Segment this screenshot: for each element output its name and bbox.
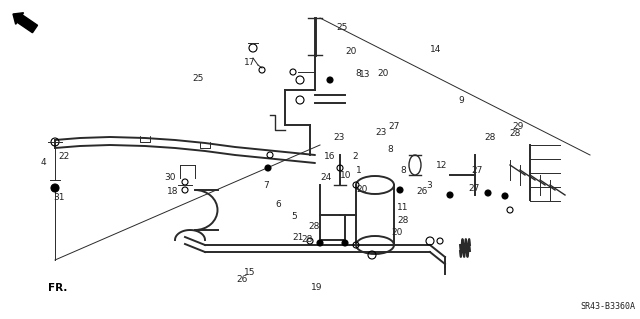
Text: FR.: FR. bbox=[48, 283, 67, 293]
Text: 28: 28 bbox=[308, 222, 319, 231]
Text: 26: 26 bbox=[417, 187, 428, 196]
Circle shape bbox=[265, 165, 271, 171]
Text: 24: 24 bbox=[321, 173, 332, 182]
Text: 9: 9 bbox=[458, 96, 463, 105]
Circle shape bbox=[502, 193, 508, 199]
Circle shape bbox=[327, 77, 333, 83]
Text: 16: 16 bbox=[324, 152, 335, 161]
Text: 20: 20 bbox=[391, 228, 403, 237]
Text: 23: 23 bbox=[333, 133, 345, 142]
Text: 23: 23 bbox=[375, 128, 387, 137]
Text: 2: 2 bbox=[353, 152, 358, 161]
Text: 28: 28 bbox=[484, 133, 495, 142]
Text: 15: 15 bbox=[244, 268, 255, 277]
Text: 20: 20 bbox=[345, 47, 356, 56]
Text: 22: 22 bbox=[58, 152, 70, 161]
Circle shape bbox=[342, 240, 348, 246]
Circle shape bbox=[447, 192, 453, 198]
Text: 14: 14 bbox=[429, 45, 441, 54]
Text: 20: 20 bbox=[356, 185, 367, 194]
Text: 28: 28 bbox=[397, 216, 409, 225]
Text: 4: 4 bbox=[41, 158, 46, 167]
Text: 18: 18 bbox=[167, 187, 179, 196]
Circle shape bbox=[485, 190, 491, 196]
Text: 7: 7 bbox=[263, 181, 268, 189]
Circle shape bbox=[397, 187, 403, 193]
FancyArrow shape bbox=[13, 13, 38, 33]
Circle shape bbox=[51, 184, 59, 192]
Text: 5: 5 bbox=[292, 212, 297, 221]
Text: 28: 28 bbox=[509, 130, 521, 138]
Text: 10: 10 bbox=[340, 171, 351, 180]
Text: 29: 29 bbox=[513, 122, 524, 130]
Text: 28: 28 bbox=[301, 235, 313, 244]
Text: 21: 21 bbox=[292, 233, 303, 242]
Text: 8: 8 bbox=[356, 69, 361, 78]
Text: 6: 6 bbox=[276, 200, 281, 209]
Text: 26: 26 bbox=[236, 275, 248, 284]
Circle shape bbox=[317, 240, 323, 246]
Text: 27: 27 bbox=[388, 122, 399, 130]
Text: 25: 25 bbox=[193, 74, 204, 83]
Text: 8: 8 bbox=[388, 145, 393, 154]
Text: 30: 30 bbox=[164, 173, 175, 182]
Text: 11: 11 bbox=[397, 203, 409, 212]
Text: 25: 25 bbox=[337, 23, 348, 32]
Text: 27: 27 bbox=[471, 166, 483, 175]
Text: 27: 27 bbox=[468, 184, 479, 193]
Text: 19: 19 bbox=[311, 283, 323, 292]
Text: 20: 20 bbox=[377, 69, 388, 78]
Text: 31: 31 bbox=[53, 193, 65, 202]
Text: 8: 8 bbox=[401, 166, 406, 175]
Text: 17: 17 bbox=[244, 58, 255, 67]
Text: 12: 12 bbox=[436, 161, 447, 170]
Text: 13: 13 bbox=[359, 70, 371, 79]
Text: 1: 1 bbox=[356, 166, 361, 175]
Text: SR43-B3360A: SR43-B3360A bbox=[580, 302, 635, 311]
Text: 3: 3 bbox=[426, 181, 431, 189]
